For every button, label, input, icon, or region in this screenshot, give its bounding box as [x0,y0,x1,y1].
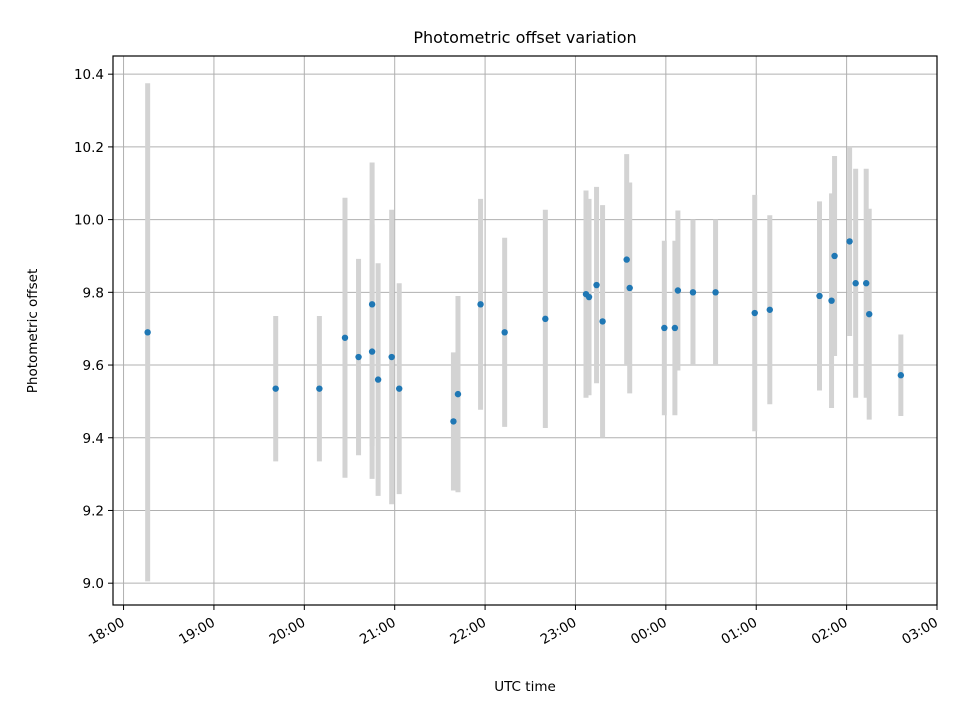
data-point [585,293,593,301]
data-point [341,334,349,341]
data-point [671,324,679,332]
data-points [144,238,905,425]
data-point [450,418,457,425]
x-axis-label: UTC time [494,679,556,695]
data-point [816,292,823,300]
data-point [388,353,395,361]
y-tick-label: 9.6 [83,358,104,374]
data-point [316,385,323,392]
y-tick-label: 10.0 [74,213,104,229]
data-point [355,353,362,361]
data-point [368,301,376,308]
y-axis-label: Photometric offset [25,269,41,393]
y-tick-label: 10.2 [74,140,104,156]
data-point [593,281,600,289]
data-point [599,318,606,325]
plot-frame [112,55,938,606]
y-tick-label: 9.8 [83,285,104,301]
data-point [454,390,462,398]
data-point [542,315,549,323]
data-point [866,310,873,318]
y-tick-label: 9.0 [83,576,104,592]
data-point [626,284,633,292]
data-point [674,287,682,294]
chart-title: Photometric offset variation [413,28,636,47]
y-tick-label: 10.4 [74,67,104,83]
data-point [368,348,376,355]
data-point [661,324,668,332]
data-point [897,372,905,379]
data-point [272,385,279,392]
data-point [828,297,835,304]
data-point [623,256,630,263]
data-point [852,280,859,287]
y-tick-label: 9.4 [83,431,104,447]
data-point [374,376,382,383]
data-point [396,385,403,392]
y-axis-ticks: 9.0 9.2 9.4 9.6 9.8 10.0 10.2 10.4 [74,67,113,592]
data-point [712,289,719,296]
data-point [831,252,838,260]
data-point [689,289,697,296]
data-point [751,309,758,317]
data-point [766,306,773,313]
data-point [144,329,151,336]
data-point [862,280,870,287]
y-tick-label: 9.2 [83,503,104,519]
data-point [501,329,508,336]
data-point [477,301,484,308]
data-point [846,238,853,245]
